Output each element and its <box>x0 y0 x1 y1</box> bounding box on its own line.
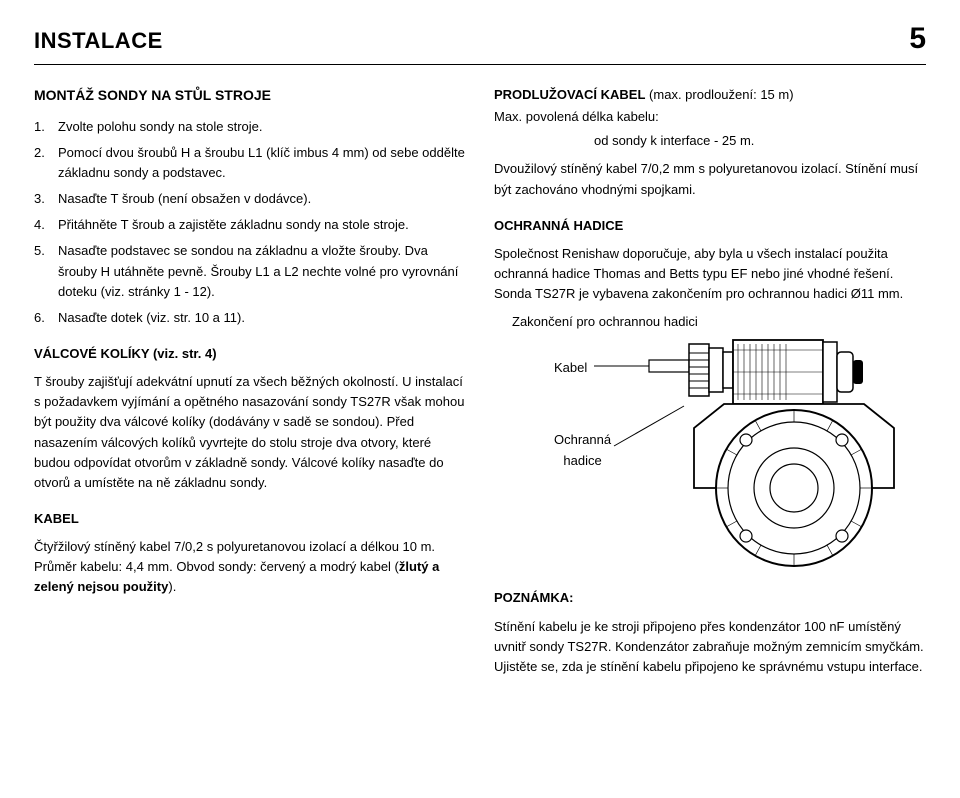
section-title-mounting: MONTÁŽ SONDY NA STŮL STROJE <box>34 85 466 107</box>
figure-label-conduit: Ochranná hadice <box>554 430 611 470</box>
step-item: Pomocí dvou šroubů H a šroubu L1 (klíč i… <box>34 143 466 183</box>
paragraph: Společnost Renishaw doporučuje, aby byla… <box>494 244 926 304</box>
paragraph: Dvoužilový stíněný kabel 7/0,2 mm s poly… <box>494 159 926 199</box>
page-title: INSTALACE <box>34 28 909 54</box>
indented-text: od sondy k interface - 25 m. <box>494 131 926 151</box>
paragraph: Stínění kabelu je ke stroji připojeno př… <box>494 617 926 677</box>
figure-caption: Zakončení pro ochrannou hadici <box>494 312 926 332</box>
right-column: PRODLUŽOVACÍ KABEL (max. prodloužení: 15… <box>494 85 926 685</box>
left-column: MONTÁŽ SONDY NA STŮL STROJE Zvolte poloh… <box>34 85 466 685</box>
steps-list: Zvolte polohu sondy na stole stroje. Pom… <box>34 117 466 328</box>
section-title-pins: VÁLCOVÉ KOLÍKY (viz. str. 4) <box>34 344 466 364</box>
step-item: Zvolte polohu sondy na stole stroje. <box>34 117 466 137</box>
section-title-extension: PRODLUŽOVACÍ KABEL <box>494 87 645 102</box>
text: hadice <box>563 453 601 468</box>
step-item: Nasaďte dotek (viz. str. 10 a 11). <box>34 308 466 328</box>
two-column-layout: MONTÁŽ SONDY NA STŮL STROJE Zvolte poloh… <box>34 85 926 685</box>
text: Čtyřžilový stíněný kabel 7/0,2 s polyure… <box>34 539 435 574</box>
figure-label-cable: Kabel <box>554 358 587 378</box>
paragraph: Čtyřžilový stíněný kabel 7/0,2 s polyure… <box>34 537 466 597</box>
text: Ochranná <box>554 432 611 447</box>
step-item: Nasaďte T šroub (není obsažen v dodávce)… <box>34 189 466 209</box>
paragraph: T šrouby zajišťují adekvátní upnutí za v… <box>34 372 466 493</box>
title-bar: INSTALACE 5 <box>34 22 926 65</box>
section-title-note: POZNÁMKA: <box>494 588 926 608</box>
step-item: Přitáhněte T šroub a zajistěte základnu … <box>34 215 466 235</box>
text: ). <box>168 579 176 594</box>
document-page: INSTALACE 5 MONTÁŽ SONDY NA STŮL STROJE … <box>0 0 960 798</box>
step-item: Nasaďte podstavec se sondou na základnu … <box>34 241 466 301</box>
section-title-conduit: OCHRANNÁ HADICE <box>494 216 926 236</box>
page-number: 5 <box>909 22 926 56</box>
section-title-cable: KABEL <box>34 509 466 529</box>
paragraph: PRODLUŽOVACÍ KABEL (max. prodloužení: 15… <box>494 85 926 105</box>
probe-diagram: Kabel Ochranná hadice <box>494 338 926 572</box>
text: (max. prodloužení: 15 m) <box>645 87 793 102</box>
paragraph: Max. povolená délka kabelu: <box>494 107 926 127</box>
